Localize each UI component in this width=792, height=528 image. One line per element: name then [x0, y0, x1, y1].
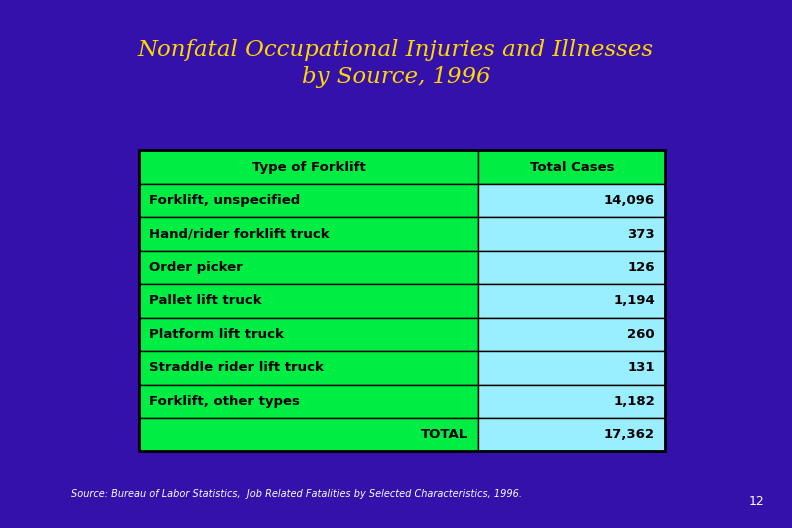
Text: by Source, 1996: by Source, 1996: [302, 65, 490, 88]
Bar: [478, 284, 665, 318]
Text: 126: 126: [627, 261, 655, 274]
Bar: [139, 284, 478, 318]
Bar: [139, 351, 478, 384]
Bar: [478, 218, 665, 251]
Text: 17,362: 17,362: [604, 428, 655, 441]
Bar: [139, 418, 478, 451]
Bar: [139, 318, 478, 351]
Text: 1,182: 1,182: [613, 395, 655, 408]
Bar: [139, 184, 478, 218]
Text: 131: 131: [627, 361, 655, 374]
Text: 373: 373: [627, 228, 655, 241]
Text: Order picker: Order picker: [149, 261, 242, 274]
Bar: [139, 150, 478, 184]
Bar: [139, 218, 478, 251]
Text: Nonfatal Occupational Injuries and Illnesses: Nonfatal Occupational Injuries and Illne…: [138, 39, 654, 61]
Text: 14,096: 14,096: [604, 194, 655, 207]
Bar: [478, 418, 665, 451]
Text: Type of Forklift: Type of Forklift: [252, 161, 365, 174]
Text: 1,194: 1,194: [613, 295, 655, 307]
Text: Straddle rider lift truck: Straddle rider lift truck: [149, 361, 324, 374]
Text: Hand/rider forklift truck: Hand/rider forklift truck: [149, 228, 329, 241]
Text: Pallet lift truck: Pallet lift truck: [149, 295, 261, 307]
Text: 12: 12: [748, 495, 764, 508]
Text: Platform lift truck: Platform lift truck: [149, 328, 284, 341]
Bar: [139, 251, 478, 284]
Text: Total Cases: Total Cases: [530, 161, 614, 174]
Bar: [478, 351, 665, 384]
Text: Forklift, other types: Forklift, other types: [149, 395, 299, 408]
Bar: [139, 384, 478, 418]
Text: TOTAL: TOTAL: [421, 428, 468, 441]
Bar: [139, 150, 665, 451]
Bar: [478, 251, 665, 284]
Text: Source: Bureau of Labor Statistics,  Job Related Fatalities by Selected Characte: Source: Bureau of Labor Statistics, Job …: [71, 489, 522, 498]
Bar: [478, 150, 665, 184]
Bar: [478, 318, 665, 351]
Bar: [478, 384, 665, 418]
Text: Forklift, unspecified: Forklift, unspecified: [149, 194, 300, 207]
Text: 260: 260: [627, 328, 655, 341]
Bar: [478, 184, 665, 218]
